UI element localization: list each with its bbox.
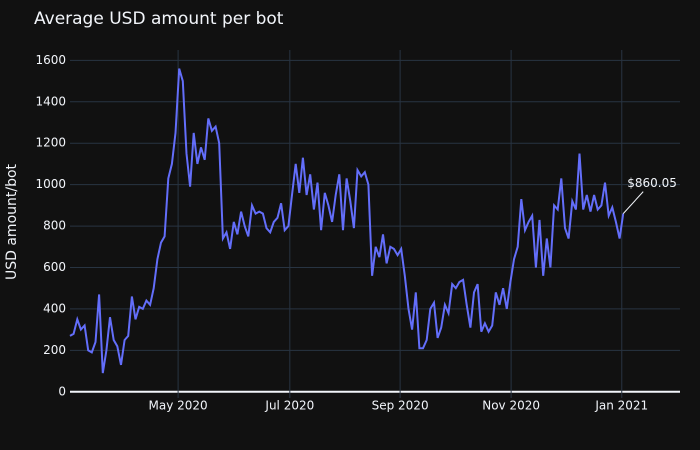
y-tick-label: 800 bbox=[43, 219, 66, 233]
data-line bbox=[69, 68, 625, 374]
y-tick-label: 1200 bbox=[35, 136, 66, 150]
x-tick-label: May 2020 bbox=[149, 399, 208, 413]
annotation-arrow bbox=[622, 191, 644, 214]
y-axis-label: USD amount/bot bbox=[4, 163, 20, 280]
x-tick-label: Sep 2020 bbox=[372, 399, 429, 413]
y-tick-label: 0 bbox=[58, 384, 66, 398]
x-tick-label: Nov 2020 bbox=[482, 399, 540, 413]
y-tick-label: 400 bbox=[43, 301, 66, 315]
y-tick-label: 600 bbox=[43, 260, 66, 274]
y-tick-label: 1600 bbox=[35, 53, 66, 67]
x-tick-label: Jan 2021 bbox=[594, 399, 648, 413]
x-tick-label: Jul 2020 bbox=[264, 399, 314, 413]
y-tick-label: 200 bbox=[43, 343, 66, 357]
chart-title: Average USD amount per bot bbox=[34, 9, 284, 29]
y-tick-label: 1400 bbox=[35, 94, 66, 108]
y-tick-label: 1000 bbox=[35, 177, 66, 191]
annotation: $860.05 bbox=[627, 176, 677, 190]
